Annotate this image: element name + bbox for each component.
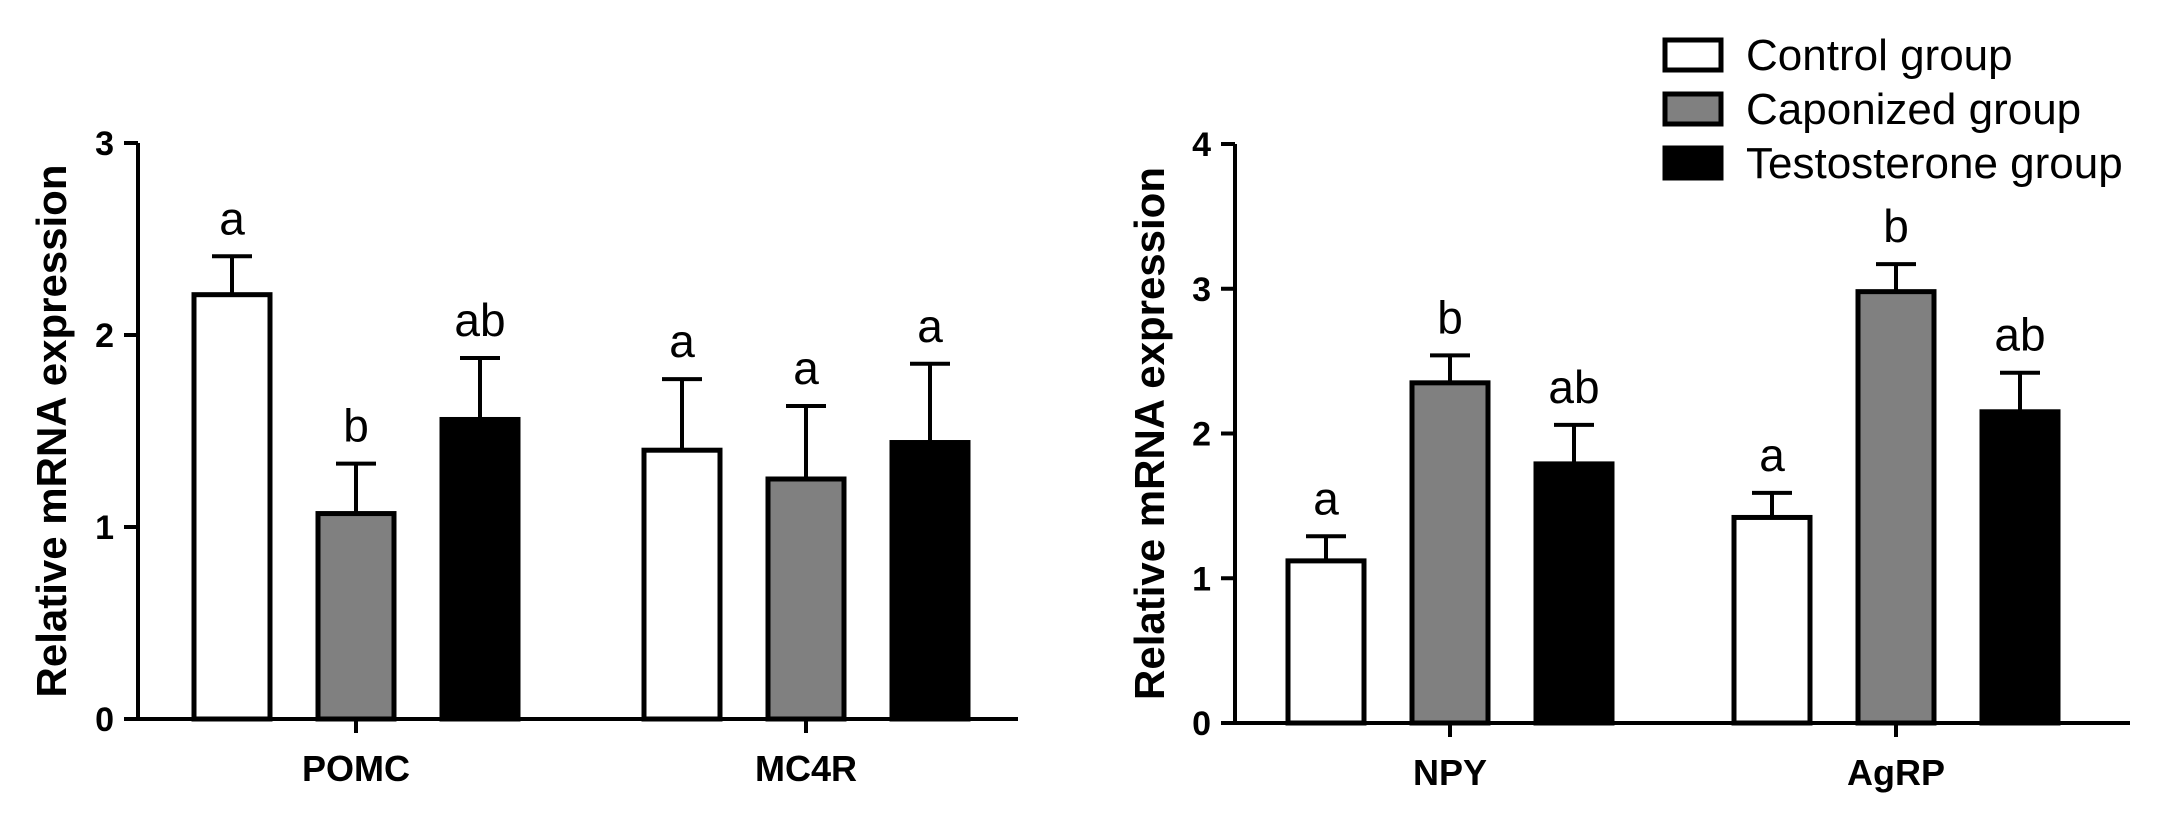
significance-label: a: [1759, 429, 1785, 481]
significance-label: a: [917, 300, 943, 352]
legend-swatch-caponized-group: [1662, 91, 1724, 127]
significance-label: b: [1437, 291, 1463, 343]
significance-label: a: [669, 315, 695, 367]
significance-label: ab: [1994, 309, 2045, 361]
chart-panel-left: Relative mRNA expression0123POMCababMC4R…: [28, 125, 1018, 789]
significance-label: ab: [454, 294, 505, 346]
bar-agrp-caponized-group: [1855, 289, 1937, 726]
y-tick-label: 2: [95, 317, 114, 355]
bar-npy-testosterone-group: [1533, 461, 1615, 726]
significance-label: b: [1883, 200, 1909, 252]
y-tick-label: 1: [95, 509, 114, 547]
y-tick-label: 4: [1192, 126, 1211, 164]
x-tick-label-mc4r: MC4R: [755, 748, 857, 789]
significance-label: b: [343, 400, 369, 452]
bar-npy-control-group: [1285, 558, 1367, 726]
significance-label: a: [793, 342, 819, 394]
legend-label-control-group: Control group: [1746, 31, 2013, 80]
significance-label: a: [1313, 472, 1339, 524]
legend-label-testosterone-group: Testosterone group: [1746, 139, 2123, 188]
y-tick-label: 2: [1192, 416, 1211, 454]
bar-mc4r-testosterone-group: [889, 440, 971, 722]
legend: Control group Caponized group Testosterone…: [1662, 31, 2123, 188]
y-tick-label: 0: [95, 701, 114, 739]
y-axis-label: Relative mRNA expression: [1126, 167, 1173, 700]
significance-label: a: [219, 192, 245, 244]
legend-swatch-testosterone-group: [1662, 145, 1724, 181]
bar-pomc-testosterone-group: [439, 416, 521, 722]
bar-npy-caponized-group: [1409, 380, 1491, 726]
y-tick-label: 3: [95, 125, 114, 163]
y-tick-label: 3: [1192, 271, 1211, 309]
y-tick-label: 0: [1192, 705, 1211, 743]
y-tick-label: 1: [1192, 560, 1211, 598]
bar-pomc-control-group: [191, 292, 273, 722]
bar-mc4r-caponized-group: [765, 476, 847, 722]
legend-swatch-control-group: [1662, 37, 1724, 73]
bar-agrp-control-group: [1731, 514, 1813, 726]
x-tick-label-pomc: POMC: [302, 748, 410, 789]
x-tick-label-agrp: AgRP: [1847, 752, 1945, 793]
y-axis-label: Relative mRNA expression: [28, 165, 75, 698]
bar-agrp-testosterone-group: [1979, 409, 2061, 726]
bar-pomc-caponized-group: [315, 511, 397, 722]
x-tick-label-npy: NPY: [1413, 752, 1487, 793]
significance-label: ab: [1548, 361, 1599, 413]
chart-panel-right: Relative mRNA expression01234NPYababAgRP…: [1126, 126, 2130, 793]
legend-label-caponized-group: Caponized group: [1746, 85, 2081, 134]
bar-mc4r-control-group: [641, 447, 723, 722]
